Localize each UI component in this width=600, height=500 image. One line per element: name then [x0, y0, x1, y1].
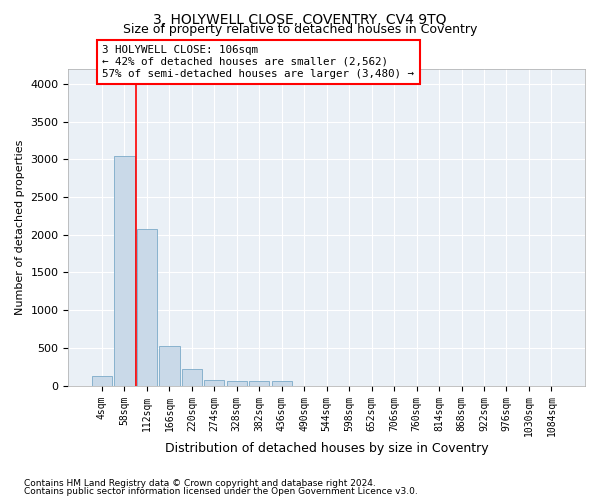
Text: Size of property relative to detached houses in Coventry: Size of property relative to detached ho… — [123, 22, 477, 36]
Bar — [137, 228, 157, 386]
Text: 3 HOLYWELL CLOSE: 106sqm
← 42% of detached houses are smaller (2,562)
57% of sem: 3 HOLYWELL CLOSE: 106sqm ← 42% of detach… — [102, 46, 414, 78]
Bar — [204, 380, 224, 386]
Bar — [92, 376, 112, 386]
Y-axis label: Number of detached properties: Number of detached properties — [15, 140, 25, 315]
Bar — [115, 156, 134, 386]
Bar — [249, 382, 269, 386]
Bar — [227, 382, 247, 386]
Text: 3, HOLYWELL CLOSE, COVENTRY, CV4 9TQ: 3, HOLYWELL CLOSE, COVENTRY, CV4 9TQ — [153, 12, 447, 26]
X-axis label: Distribution of detached houses by size in Coventry: Distribution of detached houses by size … — [165, 442, 488, 455]
Text: Contains public sector information licensed under the Open Government Licence v3: Contains public sector information licen… — [24, 487, 418, 496]
Bar — [182, 369, 202, 386]
Bar — [159, 346, 179, 386]
Text: Contains HM Land Registry data © Crown copyright and database right 2024.: Contains HM Land Registry data © Crown c… — [24, 479, 376, 488]
Bar — [272, 382, 292, 386]
